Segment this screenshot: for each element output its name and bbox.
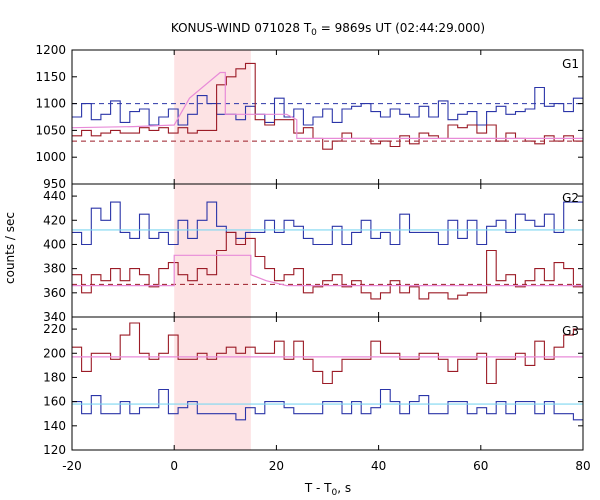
panel-g3-y-tick-label: 120 <box>43 443 66 457</box>
panel-g1-pink-fit-line <box>71 71 583 139</box>
panel-g2-y-tick-label: 360 <box>43 286 66 300</box>
panel-g2-highlight-region <box>174 184 251 317</box>
x-axis-label: T - T0, s <box>304 481 351 498</box>
panel-g2-red-series <box>72 231 583 300</box>
panel-g1-blue-series <box>72 86 583 126</box>
panel-g1-y-tick-label: 1050 <box>35 123 66 137</box>
panel-g2-y-tick-label: 400 <box>43 237 66 251</box>
panel-g3-y-tick-label: 200 <box>43 346 66 360</box>
panel-g3-frame <box>71 316 584 451</box>
panel-g2-y-tick-label: 440 <box>43 189 66 203</box>
panel-g2-frame <box>71 183 584 318</box>
panel-g1-y-tick-label: 1150 <box>35 70 66 84</box>
panel-g2-blue-series <box>72 201 583 246</box>
panel-g2-y-tick-label: 420 <box>43 213 66 227</box>
panel-g3-blue-series <box>72 388 583 421</box>
panel-g3-highlight-region <box>174 317 251 450</box>
panel-g3-y-tick-label: 140 <box>43 419 66 433</box>
y-axis-label: counts / sec <box>3 212 17 284</box>
panel-g1-label: G1 <box>562 57 579 71</box>
chart-title: KONUS-WIND 071028 T0 = 9869s UT (02:44:2… <box>171 21 485 38</box>
panel-g1-y-tick-label: 1200 <box>35 43 66 57</box>
panel-g2-label: G2 <box>562 191 579 205</box>
x-tick-label: 0 <box>170 459 178 473</box>
x-tick-label: 20 <box>269 459 284 473</box>
panel-g3-label: G3 <box>562 324 579 338</box>
panel-g3-red-series <box>72 322 583 385</box>
panel-g1-y-tick-label: 1100 <box>35 97 66 111</box>
x-tick-label: -20 <box>62 459 82 473</box>
panel-g2-pink-fit-line <box>72 254 583 287</box>
panel-g1-y-tick-label: 1000 <box>35 150 66 164</box>
panel-g3-y-tick-label: 180 <box>43 370 66 384</box>
panel-g3-y-tick-label: 220 <box>43 322 66 336</box>
x-tick-label: 80 <box>575 459 590 473</box>
panel-g1-y-tick-label: 950 <box>43 177 66 191</box>
panel-g2-y-tick-label: 380 <box>43 262 66 276</box>
panel-g3-y-tick-label: 160 <box>43 395 66 409</box>
panel-g2-y-tick-label: 340 <box>43 310 66 324</box>
x-tick-label: 40 <box>371 459 386 473</box>
panel-g1-red-series <box>72 62 583 150</box>
x-tick-label: 60 <box>473 459 488 473</box>
panel-g1-highlight-region <box>174 50 251 184</box>
